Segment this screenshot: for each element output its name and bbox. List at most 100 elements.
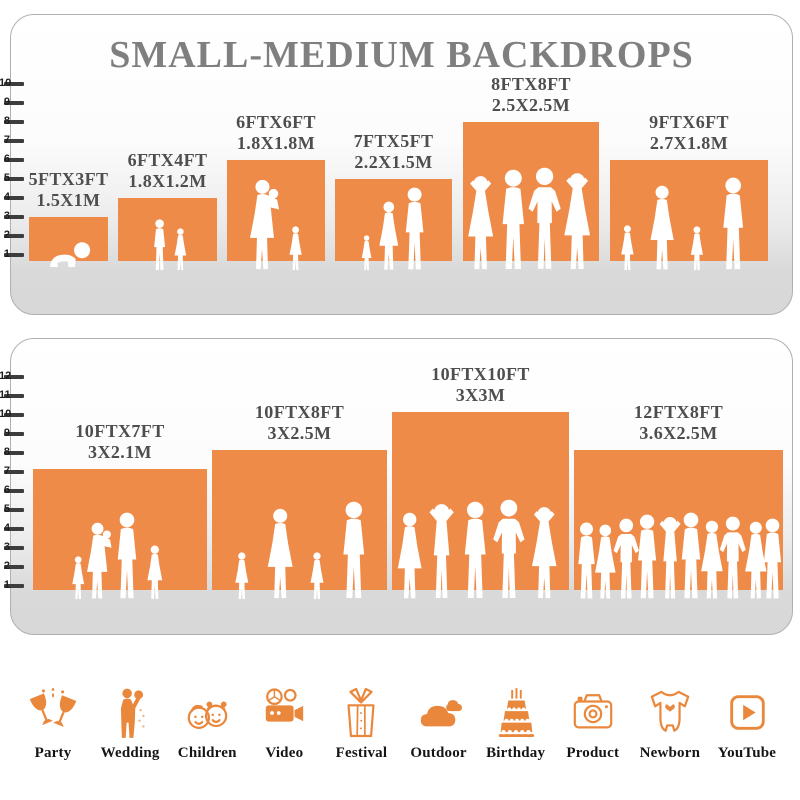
backdrop-rect — [33, 469, 207, 590]
ruler-tick — [4, 82, 24, 86]
category-label: Children — [177, 745, 237, 761]
category-label: Festival — [335, 745, 388, 761]
backdrop-size-label: 7FTX5FT 2.2X1.5M — [354, 131, 434, 173]
category-label: Birthday — [486, 745, 546, 761]
backdrop-panel-medium: 1 2 3 4 5 6 7 8 9 10 11 12 10FTX7FT 3X2.1M 10FTX8FT 3X… — [0, 338, 793, 635]
video-icon — [261, 682, 307, 740]
backdrop-size-label: 10FTX7FT 3X2.1M — [75, 421, 164, 463]
people-silhouette — [574, 500, 783, 600]
ruler-number: 8 — [3, 446, 10, 458]
ruler-tick — [4, 215, 24, 219]
category-wedding: Wedding — [93, 682, 167, 762]
ruler-tick — [4, 196, 24, 200]
category-party: Party — [16, 682, 90, 762]
ruler-number: 4 — [3, 522, 10, 534]
size-ft: 10FTX10FT — [431, 364, 530, 384]
size-m: 3X2.1M — [88, 442, 152, 462]
backdrop-5ftx3ft: 5FTX3FT 1.5X1M — [11, 15, 792, 314]
wedding-icon — [107, 682, 153, 740]
outdoor-icon — [416, 682, 462, 740]
product-icon — [570, 682, 616, 740]
ruler-tick — [4, 234, 24, 238]
ruler-tick — [4, 527, 24, 531]
backdrop-size-label: 10FTX8FT 3X2.5M — [255, 402, 344, 444]
backdrop-rect — [118, 198, 217, 261]
category-outdoor: Outdoor — [402, 682, 476, 762]
category-label: Video — [265, 745, 304, 761]
category-newborn: Newborn — [633, 682, 707, 762]
ruler-number: 3 — [3, 541, 10, 553]
category-label: YouTube — [717, 745, 777, 761]
size-ft: 6FTX4FT — [127, 150, 208, 170]
ruler-number: 4 — [3, 191, 10, 203]
size-ft: 6FTX6FT — [236, 112, 316, 132]
category-label: Party — [34, 745, 72, 761]
backdrop-12ftx8ft: 12FTX8FT 3.6X2.5M — [11, 339, 792, 634]
ruler-number: 12 — [0, 370, 12, 382]
party-icon — [30, 682, 76, 740]
ruler-bottom: 1 2 3 4 5 6 7 8 9 10 11 12 — [0, 339, 792, 634]
ruler-tick — [4, 470, 24, 474]
ruler-number: 7 — [3, 134, 10, 146]
size-ft: 7FTX5FT — [353, 131, 434, 151]
ruler-tick — [4, 584, 24, 588]
ruler-tick — [4, 120, 24, 124]
backdrop-size-label: 5FTX3FT 1.5X1M — [29, 169, 109, 211]
ruler-number: 2 — [3, 229, 10, 241]
size-ft: 12FTX8FT — [633, 402, 724, 422]
ruler-tick — [4, 489, 24, 493]
size-ft: 5FTX3FT — [28, 169, 109, 189]
size-ft: 10FTX7FT — [75, 421, 165, 441]
ruler-tick — [4, 546, 24, 550]
youtube-icon — [724, 682, 770, 740]
category-label: Outdoor — [410, 745, 467, 761]
backdrop-size-label: 12FTX8FT 3.6X2.5M — [634, 402, 723, 444]
ruler-number: 8 — [3, 115, 10, 127]
ruler-number: 9 — [3, 96, 10, 108]
category-label: Wedding — [100, 745, 160, 761]
ruler-tick — [4, 101, 24, 105]
size-m: 1.5X1M — [36, 190, 101, 210]
backdrop-8ftx8ft: 8FTX8FT 2.5X2.5M — [11, 15, 792, 314]
size-m: 3X3M — [455, 385, 506, 405]
ruler-tick — [4, 253, 24, 257]
festival-icon — [338, 682, 384, 740]
backdrop-6ftx4ft: 6FTX4FT 1.8X1.2M — [11, 15, 792, 314]
ruler-number: 6 — [3, 484, 10, 496]
category-birthday: Birthday — [479, 682, 553, 762]
ruler-number: 10 — [0, 77, 12, 89]
size-ft: 10FTX8FT — [254, 402, 345, 422]
backdrop-size-label: 6FTX4FT 1.8X1.2M — [128, 150, 208, 192]
ruler-top: 1 2 3 4 5 6 7 8 9 10 — [0, 15, 792, 314]
ruler-number: 9 — [3, 427, 10, 439]
category-youtube: YouTube — [710, 682, 784, 762]
category-festival: Festival — [324, 682, 398, 762]
ruler-number: 6 — [3, 153, 10, 165]
ruler-number: 5 — [3, 172, 10, 184]
ruler-tick — [4, 394, 24, 398]
ruler-number: 11 — [0, 389, 11, 401]
category-row: Party Wedding Children Video Festival Outdoor… — [6, 652, 794, 762]
size-ft: 8FTX8FT — [491, 74, 571, 94]
children-icon — [184, 682, 230, 740]
backdrop-10ftx7ft: 10FTX7FT 3X2.1M — [11, 339, 792, 634]
category-label: Product — [566, 745, 620, 761]
backdrop-rect — [29, 217, 108, 261]
backdrop-10ftx10ft: 10FTX10FT 3X3M — [11, 339, 792, 634]
ruler-tick — [4, 413, 24, 417]
page-title: SMALL-MEDIUM BACKDROPS — [109, 34, 694, 76]
backdrop-panel-small: SMALL-MEDIUM BACKDROPS 1 2 3 4 5 6 7 8 9 10 5FTX3… — [0, 14, 793, 315]
size-m: 3X2.5M — [267, 423, 332, 443]
category-product: Product — [556, 682, 630, 762]
ruler-tick — [4, 158, 24, 162]
ruler-tick — [4, 451, 24, 455]
category-video: Video — [247, 682, 321, 762]
backdrop-size-label: 10FTX10FT 3X3M — [431, 364, 530, 406]
ruler-number: 7 — [3, 465, 10, 477]
size-m: 1.8X1.8M — [236, 133, 316, 153]
ruler-tick — [4, 508, 24, 512]
backdrop-group-top: 5FTX3FT 1.5X1M 6FTX4FT 1.8X1.2M 6FTX6FT 1.8X1… — [11, 15, 792, 314]
ruler-number: 1 — [3, 248, 10, 260]
size-ft: 9FTX6FT — [649, 112, 729, 132]
backdrop-size-label: 8FTX8FT 2.5X2.5M — [491, 74, 571, 116]
